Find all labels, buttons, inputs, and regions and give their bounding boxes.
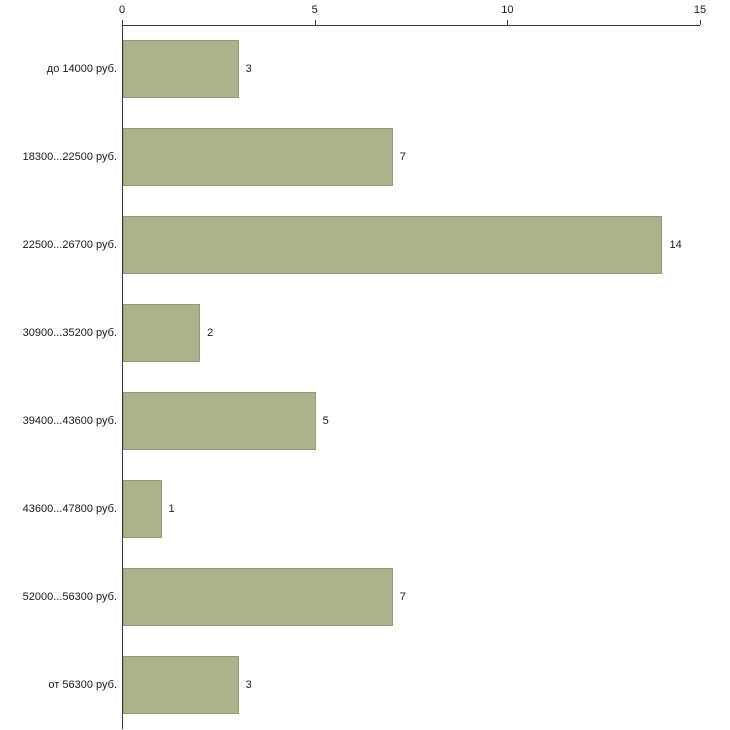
bar-row: 18300...22500 руб. 7 (0, 113, 730, 201)
bar-row: от 56300 руб. 3 (0, 641, 730, 729)
value-label: 5 (322, 415, 329, 427)
bar-zone: 2 (122, 289, 730, 377)
bar-zone: 14 (122, 201, 730, 289)
bar-zone: 7 (122, 113, 730, 201)
bar-zone: 7 (122, 553, 730, 641)
bar-rows: до 14000 руб. 3 18300...22500 руб. 7 22500..… (0, 25, 730, 729)
category-label: 22500...26700 руб. (22, 239, 117, 251)
value-label: 14 (669, 239, 682, 251)
x-tick-label: 5 (311, 4, 318, 16)
bar (123, 304, 201, 362)
value-label: 3 (245, 63, 252, 75)
category-label: 52000...56300 руб. (22, 591, 117, 603)
category-label: 30900...35200 руб. (22, 327, 117, 339)
x-tick-label: 10 (501, 4, 514, 16)
value-label: 2 (207, 327, 214, 339)
bar-row: 52000...56300 руб. 7 (0, 553, 730, 641)
value-label: 7 (399, 591, 406, 603)
bar-zone: 3 (122, 25, 730, 113)
bar (123, 656, 239, 714)
bar (123, 216, 663, 274)
category-label: 18300...22500 руб. (22, 151, 117, 163)
bar (123, 568, 393, 626)
bar-zone: 5 (122, 377, 730, 465)
x-tick-label: 15 (693, 4, 707, 16)
value-label: 3 (245, 679, 252, 691)
x-tick (700, 20, 701, 25)
bar (123, 40, 239, 98)
bar-row: 43600...47800 руб. 1 (0, 465, 730, 553)
value-label: 7 (399, 151, 406, 163)
bar (123, 392, 316, 450)
bar-row: 30900...35200 руб. 2 (0, 289, 730, 377)
x-tick (122, 20, 123, 25)
bar-row: 22500...26700 руб. 14 (0, 201, 730, 289)
category-label: до 14000 руб. (46, 63, 117, 75)
bar (123, 480, 162, 538)
x-axis: 0 5 10 15 (118, 0, 706, 26)
bar-zone: 1 (122, 465, 730, 553)
bar (123, 128, 393, 186)
x-tick (314, 20, 316, 25)
category-label: от 56300 руб. (48, 679, 117, 691)
value-label: 1 (168, 503, 175, 515)
x-tick (507, 20, 509, 25)
x-tick-label: 0 (118, 4, 126, 16)
bar-zone: 3 (122, 641, 730, 729)
category-label: 43600...47800 руб. (22, 503, 117, 515)
category-label: 39400...43600 руб. (22, 415, 117, 427)
bar-row: до 14000 руб. 3 (0, 25, 730, 113)
bar-row: 39400...43600 руб. 5 (0, 377, 730, 465)
